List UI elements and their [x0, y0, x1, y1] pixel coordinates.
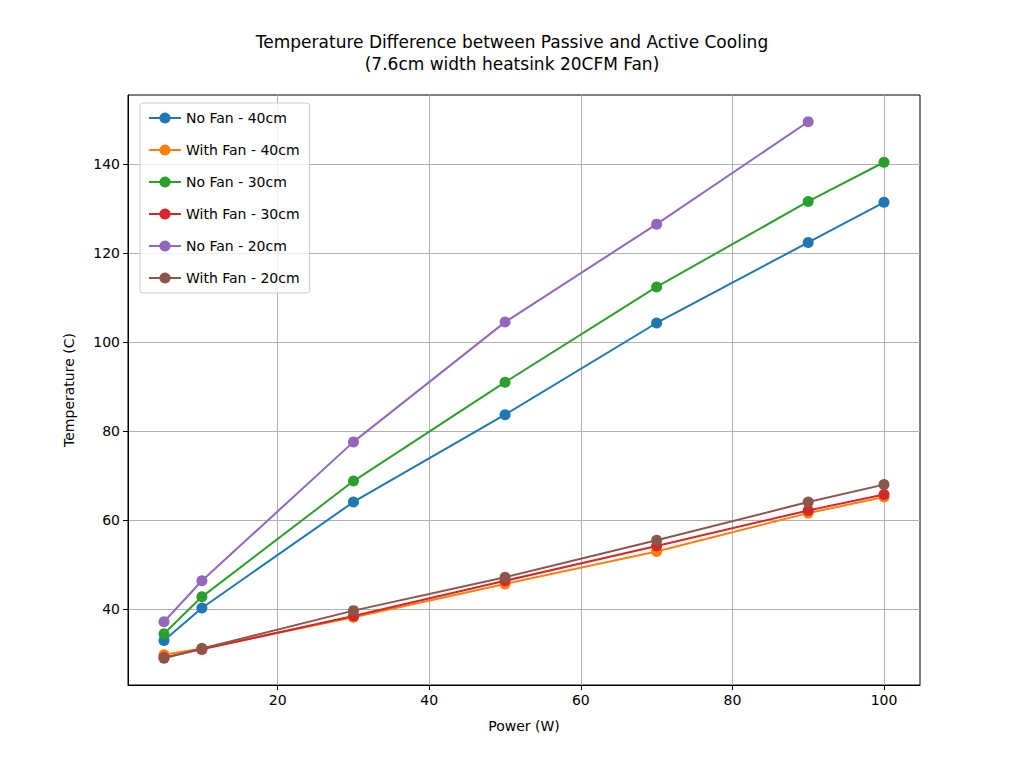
svg-text:20: 20: [269, 692, 287, 708]
svg-text:100: 100: [93, 334, 120, 350]
svg-text:80: 80: [102, 423, 120, 439]
svg-text:With Fan - 20cm: With Fan - 20cm: [186, 270, 300, 286]
svg-text:Power (W): Power (W): [488, 718, 560, 734]
svg-text:140: 140: [93, 156, 120, 172]
svg-text:With Fan - 40cm: With Fan - 40cm: [186, 142, 300, 158]
svg-text:40: 40: [102, 601, 120, 617]
svg-text:No Fan - 40cm: No Fan - 40cm: [186, 110, 287, 126]
svg-text:120: 120: [93, 245, 120, 261]
svg-text:(7.6cm width heatsink 20CFM Fa: (7.6cm width heatsink 20CFM Fan): [365, 54, 660, 74]
svg-text:With Fan - 30cm: With Fan - 30cm: [186, 206, 300, 222]
svg-text:Temperature (C): Temperature (C): [61, 333, 77, 448]
svg-text:40: 40: [420, 692, 438, 708]
svg-text:60: 60: [102, 512, 120, 528]
svg-text:60: 60: [572, 692, 590, 708]
svg-text:Temperature Difference between: Temperature Difference between Passive a…: [255, 32, 768, 52]
svg-text:No Fan - 20cm: No Fan - 20cm: [186, 238, 287, 254]
svg-text:No Fan - 30cm: No Fan - 30cm: [186, 174, 287, 190]
svg-text:100: 100: [871, 692, 898, 708]
svg-text:80: 80: [724, 692, 742, 708]
